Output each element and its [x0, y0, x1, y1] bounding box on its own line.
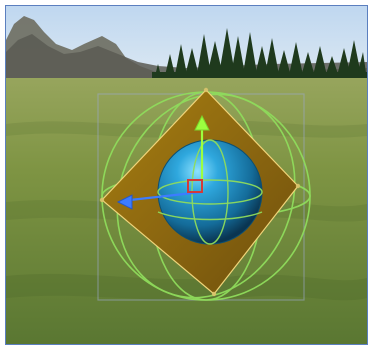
tree-line: [152, 28, 367, 82]
scene-viewport-frame: [5, 5, 368, 345]
scene-viewport[interactable]: [6, 6, 367, 344]
move-tool-icon[interactable]: [116, 114, 210, 210]
sphere-object[interactable]: [157, 139, 263, 245]
scale-tool-icon[interactable]: [99, 87, 301, 297]
sphere-wireframe: [157, 139, 263, 245]
